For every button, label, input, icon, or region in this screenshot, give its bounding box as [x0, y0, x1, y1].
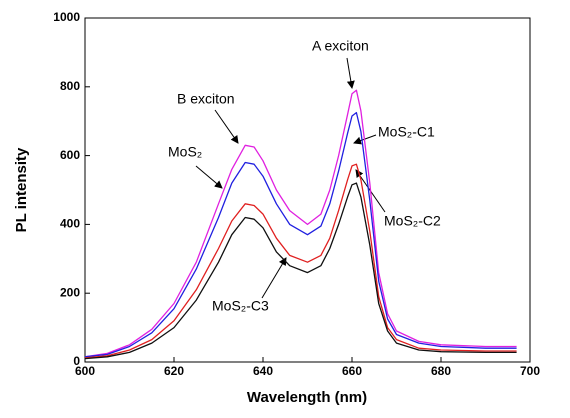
y-tick-label: 600 — [60, 148, 80, 162]
series-label: MoS₂-C3 — [212, 298, 269, 314]
series-line — [84, 182, 517, 360]
x-tick-label: 640 — [253, 364, 273, 378]
y-axis-label: PL intensity — [13, 147, 30, 232]
annotation: B exciton — [177, 91, 235, 107]
y-tick-label: 1000 — [53, 10, 80, 24]
series-line — [84, 111, 517, 358]
x-tick-label: 700 — [520, 364, 540, 378]
x-tick-label: 600 — [75, 364, 95, 378]
series-line — [84, 163, 517, 359]
annotation: A exciton — [312, 38, 369, 54]
x-tick-label: 660 — [342, 364, 362, 378]
x-tick-label: 620 — [164, 364, 184, 378]
y-tick-label: 200 — [60, 285, 80, 299]
y-tick-label: 0 — [73, 354, 80, 368]
x-axis-label: Wavelength (nm) — [247, 389, 367, 406]
y-tick-label: 800 — [60, 79, 80, 93]
series-label: MoS₂ — [168, 144, 202, 160]
series-label: MoS₂-C2 — [384, 213, 441, 229]
plot-frame — [84, 17, 531, 363]
series-line — [84, 89, 517, 358]
x-tick-label: 680 — [431, 364, 451, 378]
y-tick-label: 400 — [60, 217, 80, 231]
series-label: MoS₂-C1 — [378, 124, 435, 140]
